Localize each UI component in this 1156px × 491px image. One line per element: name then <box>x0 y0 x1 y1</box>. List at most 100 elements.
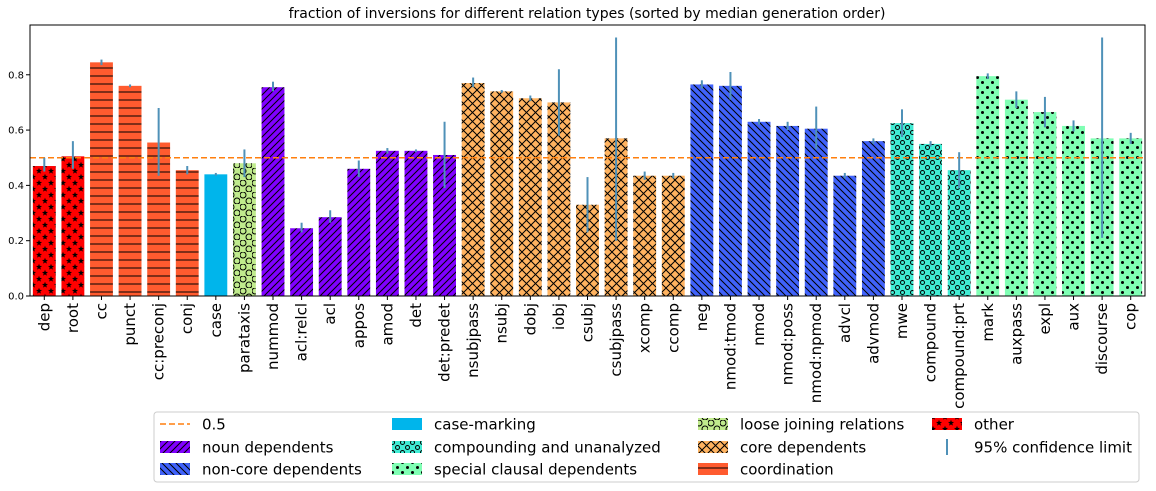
xtick-label: det <box>407 303 425 328</box>
xtick-label: compound:prt <box>950 303 968 409</box>
xtick-label: xcomp <box>636 303 654 353</box>
xtick-label: punct <box>121 303 139 346</box>
xtick-label: iobj <box>550 303 568 330</box>
xtick-label: root <box>64 303 82 333</box>
bar-case <box>204 174 228 296</box>
bar-mark <box>976 76 1000 296</box>
legend-swatch <box>392 463 422 475</box>
xtick-label: case <box>207 303 225 337</box>
bar-advmod <box>861 141 885 296</box>
legend-entry: 95% confidence limit <box>946 439 1132 457</box>
legend-label: special clausal dependents <box>434 461 637 479</box>
chart-title: fraction of inversions for different rel… <box>289 6 886 22</box>
legend-entry: noun dependents <box>160 439 334 457</box>
bar-dep <box>32 166 56 296</box>
xtick-label: ccomp <box>664 303 682 353</box>
xtick-label: neg <box>693 303 711 331</box>
legend-swatch <box>160 441 190 453</box>
legend-label: 0.5 <box>202 416 226 434</box>
bar-xcomp <box>633 175 657 296</box>
xtick-label: nummod <box>264 303 282 370</box>
bar-compound <box>919 143 943 296</box>
bar-nmod <box>747 121 771 296</box>
bar-compound-prt <box>947 170 971 296</box>
xtick-label: nsubj <box>493 303 511 344</box>
xtick-label: discourse <box>1093 303 1111 375</box>
xtick-label: parataxis <box>235 303 253 373</box>
legend-label: compounding and unanalyzed <box>434 439 661 457</box>
ytick-label: 0.6 <box>8 126 24 137</box>
bar-acl-relcl <box>290 228 314 296</box>
xtick-label: nsubjpass <box>464 303 482 378</box>
xtick-label: appos <box>350 303 368 348</box>
xtick-label: nmod:poss <box>779 303 797 385</box>
xtick-label: nmod <box>750 303 768 346</box>
bar-appos <box>347 168 371 296</box>
xtick-label: amod <box>378 303 396 346</box>
bar-det-predet <box>433 154 456 296</box>
xtick-label: mark <box>979 303 997 342</box>
bar-aux <box>1062 125 1085 297</box>
legend-label: other <box>974 416 1015 434</box>
legend-entry: loose joining relations <box>698 416 904 434</box>
bar-advcl <box>833 175 857 296</box>
legend-entry: non-core dependents <box>160 461 362 479</box>
bar-expl <box>1033 112 1057 296</box>
xtick-label: conj <box>178 303 196 334</box>
xtick-label: expl <box>1036 303 1054 335</box>
bar-iobj <box>547 102 571 297</box>
xtick-label: csubjpass <box>607 303 625 377</box>
legend-entry: special clausal dependents <box>392 461 637 479</box>
ytick-label: 0.4 <box>8 181 24 192</box>
bar-parataxis <box>232 163 256 296</box>
bar-cc-preconj <box>147 142 171 296</box>
xtick-label: dobj <box>521 303 539 335</box>
bar-nmod-npmod <box>804 128 828 296</box>
xtick-label: mwe <box>893 303 911 339</box>
bar-nsubj <box>490 91 514 297</box>
xtick-label: csubj <box>579 303 597 342</box>
bar-cop <box>1119 138 1143 296</box>
bar-root <box>61 156 85 296</box>
legend-entry: compounding and unanalyzed <box>392 439 661 457</box>
legend-swatch <box>160 463 190 475</box>
bar-amod <box>375 150 399 296</box>
legend-swatch <box>698 463 728 475</box>
legend-entry: coordination <box>698 461 834 479</box>
plot-area: 0.0 0.2 0.4 0.6 0.8 dep root cc punct cc:preconj c… <box>8 24 1146 409</box>
bar-punct <box>118 85 142 296</box>
legend-entry: 0.5 <box>160 416 226 434</box>
ytick-label: 0.8 <box>8 70 24 81</box>
legend-entry: other <box>932 416 1015 434</box>
legend: 0.5 noun dependents non-core dependents cas… <box>153 411 1140 483</box>
legend-entry: case-marking <box>392 416 536 434</box>
legend-swatch <box>932 418 962 430</box>
xtick-label: acl <box>321 303 339 325</box>
xtick-label: auxpass <box>1007 303 1025 365</box>
bar-det <box>404 150 428 296</box>
legend-label: 95% confidence limit <box>974 439 1132 457</box>
legend-label: coordination <box>740 461 834 479</box>
bar-csubj <box>576 204 599 296</box>
xtick-label: cc <box>92 303 110 320</box>
xtick-label: advcl <box>836 303 854 343</box>
bar-nmod-tmod <box>719 85 742 296</box>
legend-swatch <box>392 418 422 430</box>
bar-cc <box>90 62 113 296</box>
bar-conj <box>175 170 199 296</box>
ytick-label: 0.2 <box>8 236 24 247</box>
xtick-label: aux <box>1065 303 1083 331</box>
bar-neg <box>690 84 714 296</box>
xtick-label: acl:relcl <box>293 303 311 361</box>
xtick-label: advmod <box>864 303 882 364</box>
xtick-label: det:predet <box>436 303 454 382</box>
legend-label: loose joining relations <box>740 416 904 434</box>
legend-entry: core dependents <box>698 439 866 457</box>
xtick-label: nmod:npmod <box>807 303 825 403</box>
xtick-label: cop <box>1122 303 1140 330</box>
bar-ccomp <box>661 175 685 296</box>
bar-nummod <box>261 87 285 296</box>
bar-auxpass <box>1004 99 1028 296</box>
xtick-label: dep <box>35 303 53 331</box>
